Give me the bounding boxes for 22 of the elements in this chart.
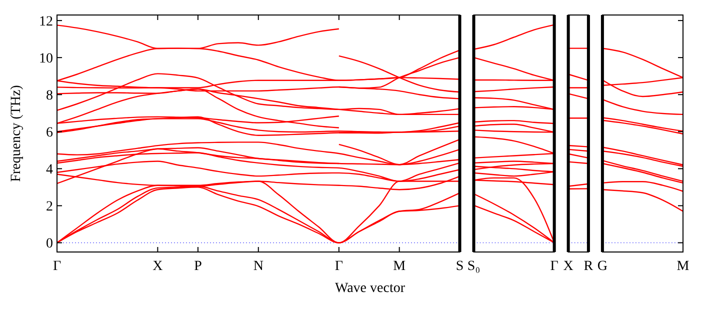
y-tick-label: 4	[46, 162, 53, 178]
x-tick-label: Γ	[334, 259, 343, 274]
y-tick-label: 10	[39, 51, 53, 66]
x-tick-label: N	[253, 259, 264, 274]
x-tick-label: Γ	[550, 259, 558, 274]
y-tick-label: 0	[46, 236, 53, 252]
x-tick-label: P	[194, 259, 202, 274]
x-tick-label: S	[456, 259, 464, 274]
y-tick-label: 8	[46, 88, 53, 104]
x-tick-label: R	[584, 259, 594, 274]
x-tick-label: X	[152, 259, 163, 274]
y-tick-label: 2	[46, 200, 53, 215]
x-axis-title: Wave vector	[335, 281, 406, 296]
y-tick-label: 12	[39, 14, 53, 30]
x-tick-label: M	[676, 259, 690, 274]
x-tick-label: Γ	[52, 259, 62, 274]
x-tick-label: S₀	[467, 259, 480, 274]
x-tick-label: G	[597, 259, 608, 274]
x-tick-label: M	[393, 259, 406, 274]
y-axis-title: Frequency (THz)	[9, 84, 24, 182]
y-tick-label: 6	[46, 126, 53, 141]
x-tick-label: X	[563, 259, 574, 274]
